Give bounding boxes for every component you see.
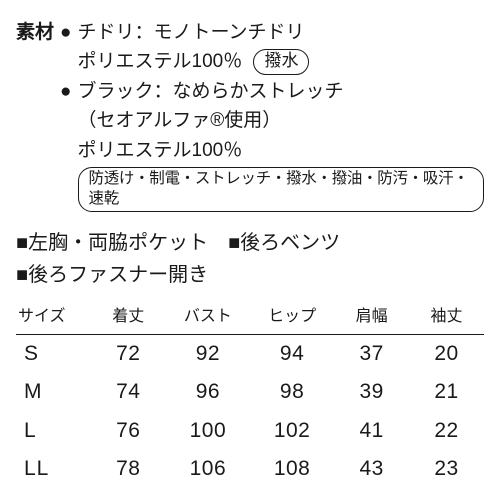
size-table: サイズ着丈バストヒップ肩幅袖丈 S7292943720M7496983921L7… [16,301,484,489]
material-title: ブラック：なめらかストレッチ [78,77,485,106]
size-value-cell: 94 [250,334,334,373]
size-value-cell: 106 [166,450,250,489]
size-table-body: S7292943720M7496983921L761001024122LL781… [16,334,484,489]
features-section: ■左胸・両脇ポケット ■後ろベンツ ■後ろファスナー開き [16,227,484,291]
size-value-cell: 74 [91,373,166,412]
size-value-cell: 102 [250,412,334,451]
material-item: ● ブラック：なめらかストレッチ （セオアルファ®使用） ポリエステル100％ … [60,77,484,213]
material-label: 素材 [16,18,60,213]
material-composition: ポリエステル100％ [78,136,485,165]
size-value-cell: 98 [250,373,334,412]
size-value-cell: 23 [409,450,484,489]
size-value-cell: 20 [409,334,484,373]
badge-pill-long: 防透け・制電・ストレッチ・撥水・撥油・防汚・吸汗・速乾 [78,167,485,212]
size-value-cell: 96 [166,373,250,412]
size-label-cell: L [16,412,91,451]
table-row: LL781061084323 [16,450,484,489]
material-content: ● チドリ：モノトーンチドリ ポリエステル100％ 撥水 ● ブラック：なめらか… [60,18,484,213]
material-title: チドリ：モノトーンチドリ [78,18,485,47]
material-sub: ポリエステル100％ 撥水 [78,47,485,76]
size-table-header-cell: 肩幅 [334,301,409,334]
size-value-cell: 76 [91,412,166,451]
material-note: （セオアルファ®使用） [78,106,485,135]
badge-pill: 撥水 [253,49,309,75]
features-row: ■左胸・両脇ポケット ■後ろベンツ [16,227,484,259]
table-row: L761001024122 [16,412,484,451]
size-table-header-cell: ヒップ [250,301,334,334]
size-label-cell: M [16,373,91,412]
size-table-header-cell: 袖丈 [409,301,484,334]
size-value-cell: 22 [409,412,484,451]
features-row: ■後ろファスナー開き [16,259,484,291]
bullet-icon: ● [60,77,77,213]
feature-item: ■後ろファスナー開き [16,259,208,291]
size-value-cell: 72 [91,334,166,373]
size-value-cell: 78 [91,450,166,489]
feature-item: ■後ろベンツ [228,227,340,259]
size-value-cell: 43 [334,450,409,489]
size-value-cell: 100 [166,412,250,451]
material-item-text: チドリ：モノトーンチドリ ポリエステル100％ 撥水 [78,18,485,77]
bullet-icon: ● [60,18,77,77]
material-item: ● チドリ：モノトーンチドリ ポリエステル100％ 撥水 [60,18,484,77]
material-item-text: ブラック：なめらかストレッチ （セオアルファ®使用） ポリエステル100％ 防透… [78,77,485,213]
size-table-header-cell: バスト [166,301,250,334]
material-composition: ポリエステル100％ [78,51,243,72]
badge-pill-long-wrap: 防透け・制電・ストレッチ・撥水・撥油・防汚・吸汗・速乾 [78,165,485,213]
size-value-cell: 108 [250,450,334,489]
table-row: M7496983921 [16,373,484,412]
size-value-cell: 41 [334,412,409,451]
size-label-cell: LL [16,450,91,489]
table-row: S7292943720 [16,334,484,373]
size-table-header-cell: サイズ [16,301,91,334]
size-label-cell: S [16,334,91,373]
size-value-cell: 39 [334,373,409,412]
size-table-header-cell: 着丈 [91,301,166,334]
size-value-cell: 37 [334,334,409,373]
feature-item: ■左胸・両脇ポケット [16,227,208,259]
material-section: 素材 ● チドリ：モノトーンチドリ ポリエステル100％ 撥水 ● ブラック：な… [16,18,484,213]
size-table-header-row: サイズ着丈バストヒップ肩幅袖丈 [16,301,484,334]
size-table-head: サイズ着丈バストヒップ肩幅袖丈 [16,301,484,334]
size-value-cell: 21 [409,373,484,412]
size-value-cell: 92 [166,334,250,373]
